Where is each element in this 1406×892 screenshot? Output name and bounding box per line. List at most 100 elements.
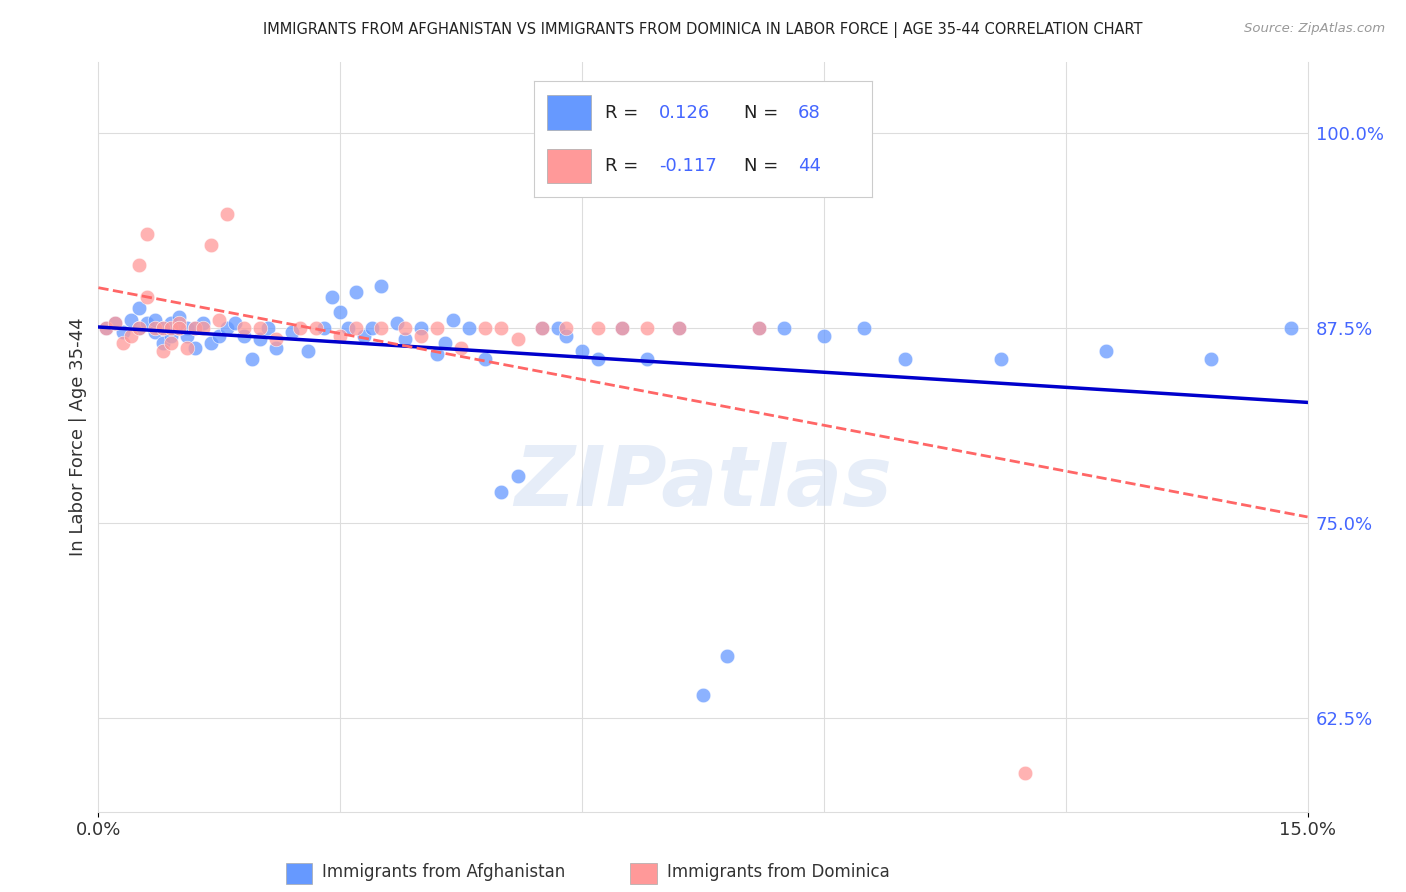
Point <box>636 320 658 334</box>
Point <box>394 320 416 334</box>
Point <box>143 313 166 327</box>
Point <box>288 320 311 334</box>
Point <box>184 320 207 334</box>
Text: ZIPatlas: ZIPatlas <box>515 442 891 523</box>
Point <box>281 326 304 340</box>
Point <box>474 320 496 334</box>
Point <box>264 341 287 355</box>
Point <box>96 320 118 334</box>
Point <box>409 328 432 343</box>
Point <box>692 688 714 702</box>
Point <box>434 336 457 351</box>
Point <box>135 289 157 303</box>
Point <box>217 207 239 221</box>
Point <box>176 341 198 355</box>
Point <box>103 316 125 330</box>
Point <box>240 351 263 366</box>
Point <box>748 320 770 334</box>
Point <box>716 648 738 663</box>
Text: Immigrants from Afghanistan: Immigrants from Afghanistan <box>322 863 565 881</box>
Point <box>361 320 384 334</box>
Point <box>385 316 408 330</box>
Point <box>176 320 198 334</box>
Point <box>176 328 198 343</box>
Point <box>1095 344 1118 359</box>
Point <box>491 320 513 334</box>
Point <box>193 320 215 334</box>
Point <box>135 316 157 330</box>
Point <box>152 336 174 351</box>
Point <box>748 320 770 334</box>
Point <box>612 320 634 334</box>
Point <box>321 289 343 303</box>
Point <box>184 320 207 334</box>
Point <box>143 320 166 334</box>
Point <box>586 351 609 366</box>
Point <box>344 320 367 334</box>
Point <box>853 320 876 334</box>
Point <box>249 320 271 334</box>
Point <box>111 326 134 340</box>
Point <box>232 320 254 334</box>
Point <box>184 341 207 355</box>
Point <box>547 320 569 334</box>
Point <box>167 320 190 334</box>
Point <box>555 328 578 343</box>
Point <box>152 344 174 359</box>
Point <box>506 469 529 483</box>
Point <box>491 484 513 499</box>
Point <box>224 316 246 330</box>
Point <box>264 332 287 346</box>
Point <box>394 332 416 346</box>
Point <box>167 316 190 330</box>
Point <box>506 332 529 346</box>
Point <box>314 320 336 334</box>
Point <box>813 328 835 343</box>
Point <box>135 227 157 241</box>
Point <box>450 341 472 355</box>
Text: Immigrants from Dominica: Immigrants from Dominica <box>666 863 890 881</box>
Point <box>193 316 215 330</box>
Y-axis label: In Labor Force | Age 35-44: In Labor Force | Age 35-44 <box>69 318 87 557</box>
Point <box>571 344 593 359</box>
FancyBboxPatch shape <box>285 863 312 884</box>
Point <box>329 328 352 343</box>
Point <box>370 320 392 334</box>
Point <box>458 320 481 334</box>
Point <box>612 320 634 334</box>
Point <box>167 310 190 324</box>
Point <box>167 320 190 334</box>
Point <box>160 316 183 330</box>
Point <box>474 351 496 366</box>
Point <box>160 328 183 343</box>
Point <box>555 320 578 334</box>
Point <box>668 320 690 334</box>
Point <box>772 320 794 334</box>
Point <box>256 320 278 334</box>
Text: Source: ZipAtlas.com: Source: ZipAtlas.com <box>1244 22 1385 36</box>
Point <box>1014 765 1036 780</box>
Point <box>200 238 222 252</box>
Point <box>120 313 142 327</box>
Point <box>409 320 432 334</box>
Point <box>990 351 1012 366</box>
Point <box>128 320 150 334</box>
Point <box>128 301 150 315</box>
Point <box>370 278 392 293</box>
Point <box>103 316 125 330</box>
Point <box>128 320 150 334</box>
Point <box>530 320 553 334</box>
Point <box>152 320 174 334</box>
Point <box>160 320 183 334</box>
Point <box>128 258 150 272</box>
Point <box>426 347 449 361</box>
Point <box>530 320 553 334</box>
Point <box>120 328 142 343</box>
Point <box>329 305 352 319</box>
Point <box>353 328 375 343</box>
Point <box>426 320 449 334</box>
Point <box>111 336 134 351</box>
Point <box>1281 320 1303 334</box>
Point <box>636 351 658 366</box>
Point <box>143 326 166 340</box>
